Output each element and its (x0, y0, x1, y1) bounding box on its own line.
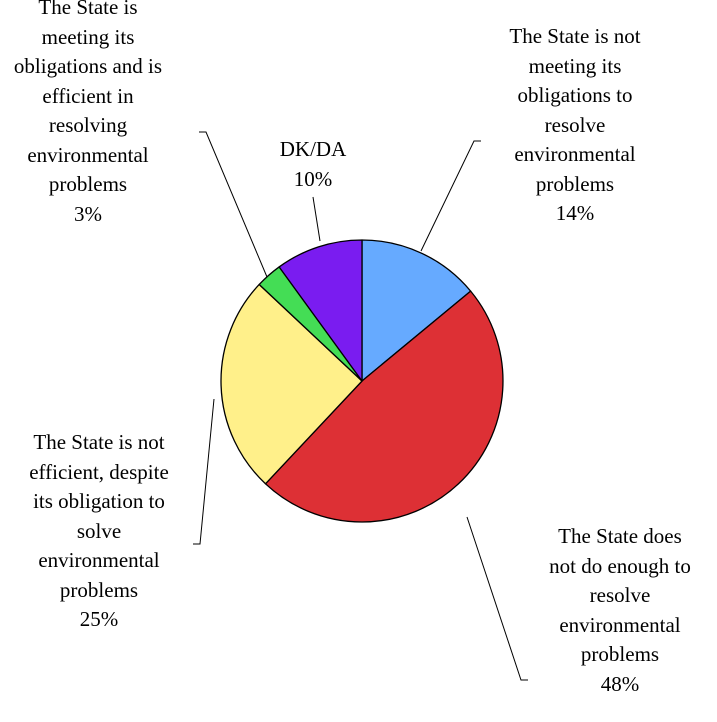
slice-label-line: environmental (559, 612, 681, 637)
slice-label-line: its obligation to (33, 489, 165, 513)
slice-label-line: meeting its (41, 24, 135, 49)
slice-label-line: obligations and is (13, 54, 163, 78)
slice-label-meeting-obligations: The State is meeting its obligations and i… (0, 0, 208, 229)
pie-slice-not-meeting-obligations (361, 239, 472, 382)
leader-line-not-meeting-obligations (420, 140, 481, 252)
slice-label-not-meeting-obligations: The State is not meeting its obligations t… (455, 22, 695, 229)
slice-label-line: solve (76, 518, 122, 543)
slice-label-line: resolving (48, 113, 128, 137)
slice-label-line: DK/DA (279, 137, 347, 161)
slice-label-line: meeting its (528, 53, 622, 78)
slice-label-line: environmental (38, 548, 160, 572)
slice-percent-label: 3% (74, 201, 102, 226)
slice-label-line: not do enough to (549, 553, 691, 578)
slice-label-line: problems (48, 172, 128, 196)
slice-label-line: resolve (589, 583, 651, 607)
slice-percent-label: 25% (79, 607, 119, 631)
leader-line-not-efficient (193, 398, 215, 545)
slice-label-line: The State does (558, 524, 682, 548)
pie-slice-dk-da (278, 239, 363, 382)
slice-label-not-efficient: The State is not efficient, despite its ob… (0, 428, 219, 635)
slice-label-dk-da: DK/DA 10% (193, 135, 433, 194)
slice-label-line: efficient, despite (29, 459, 169, 484)
slice-label-line: obligations to (517, 83, 633, 107)
leader-line-meeting-obligations (199, 131, 268, 278)
leader-line-not-do-enough (466, 516, 528, 681)
slice-label-line: environmental (514, 142, 636, 166)
slice-label-line: problems (580, 642, 660, 666)
slice-label-line: environmental (27, 142, 149, 167)
pie-slice-not-efficient (220, 283, 363, 485)
slice-label-not-do-enough: The State does not do enough to resolve env… (500, 522, 717, 699)
slice-percent-label: 10% (293, 166, 333, 191)
pie-slice-not-do-enough (264, 290, 504, 523)
slice-percent-label: 14% (555, 201, 595, 225)
slice-label-line: problems (59, 577, 139, 602)
leader-line-dk-da (312, 196, 321, 242)
slice-label-line: efficient in (42, 83, 134, 108)
slice-label-line: The State is not (509, 24, 641, 48)
slice-label-line: The State is not (33, 430, 165, 454)
slice-percent-label: 48% (600, 671, 640, 696)
slice-label-line: resolve (544, 112, 606, 137)
slice-label-line: The State is (38, 0, 138, 19)
slice-label-line: problems (535, 171, 615, 196)
